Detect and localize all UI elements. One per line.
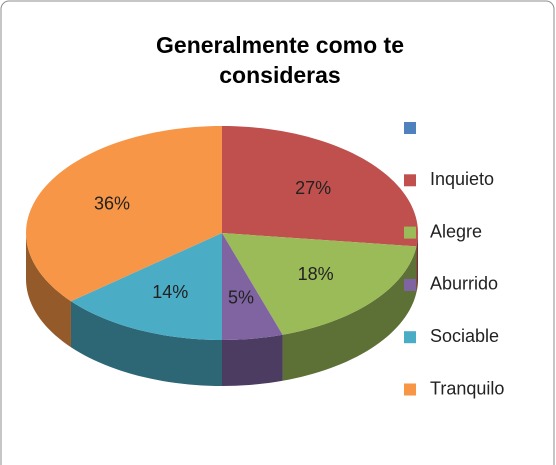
- legend-swatch: [404, 383, 416, 396]
- pie-side: [416, 233, 418, 293]
- legend-swatch: [404, 331, 416, 344]
- pie-side: [26, 233, 71, 348]
- legend-label: Inquieto: [430, 169, 494, 189]
- pie-slice: [222, 233, 417, 335]
- legend-swatch: [404, 278, 416, 291]
- legend-swatch: [404, 226, 416, 239]
- pie-side: [222, 334, 283, 386]
- chart-title: Generalmente como te consideras: [156, 32, 404, 88]
- data-label: 5%: [228, 287, 254, 307]
- pie-slice: [222, 126, 418, 247]
- pie-slice: [26, 126, 222, 302]
- data-label: 36%: [94, 194, 130, 214]
- pie-slice: [70, 233, 222, 340]
- legend-swatch: [404, 174, 416, 187]
- pie-slice: [222, 233, 283, 340]
- pie-side: [282, 246, 417, 381]
- data-label: 27%: [295, 178, 331, 198]
- legend-label: Alegre: [430, 221, 482, 241]
- legend-swatch: [404, 122, 416, 134]
- legend-label: Tranquilo: [430, 378, 504, 398]
- data-label: 14%: [152, 282, 188, 302]
- legend-label: Aburrido: [430, 274, 498, 294]
- pie-side: [70, 301, 222, 386]
- legend-label: Sociable: [430, 326, 499, 346]
- data-label: 18%: [298, 264, 334, 284]
